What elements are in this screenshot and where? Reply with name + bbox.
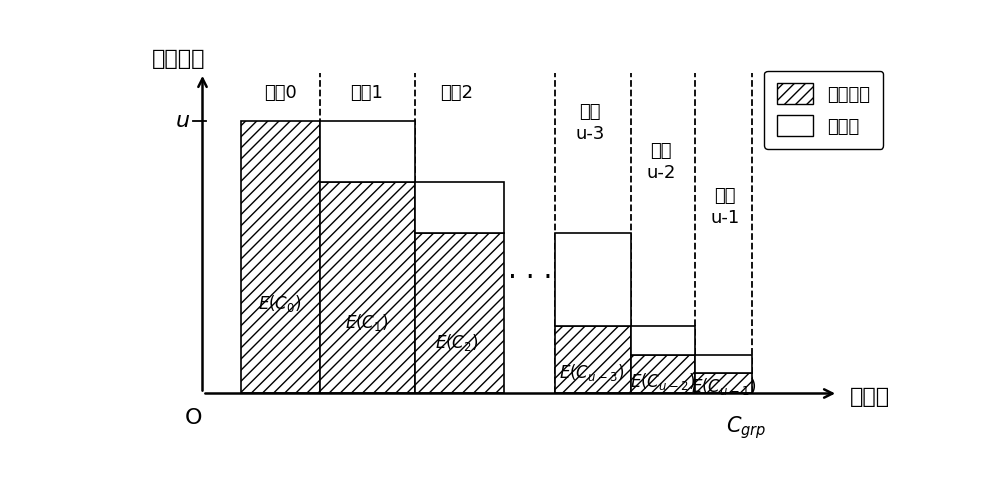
Text: $E(C_0)$: $E(C_0)$ bbox=[258, 293, 302, 314]
Bar bbox=[555, 326, 631, 393]
Text: O: O bbox=[184, 408, 202, 428]
Text: 阶段2: 阶段2 bbox=[440, 84, 473, 102]
Text: $E(C_2)$: $E(C_2)$ bbox=[435, 332, 478, 353]
Text: 阶段1: 阶段1 bbox=[350, 84, 383, 102]
Text: $E(C_{u-1})$: $E(C_{u-1})$ bbox=[691, 376, 756, 397]
Legend: 碰撞信道, 空信道: 碰撞信道, 空信道 bbox=[764, 71, 883, 149]
Bar bbox=[555, 233, 631, 326]
Text: $E(C_{u-3})$: $E(C_{u-3})$ bbox=[559, 362, 625, 383]
Text: $u$: $u$ bbox=[175, 111, 190, 131]
Text: 信道数: 信道数 bbox=[850, 387, 890, 407]
Text: 阶段
u-1: 阶段 u-1 bbox=[710, 187, 740, 227]
Text: 阶段
u-2: 阶段 u-2 bbox=[647, 142, 676, 182]
Text: $E(C_{u-2})$: $E(C_{u-2})$ bbox=[630, 371, 695, 392]
Text: · · ·: · · · bbox=[508, 264, 552, 292]
Text: $C_{grp}$: $C_{grp}$ bbox=[726, 414, 766, 441]
Bar bbox=[695, 355, 752, 373]
Text: $E(C_1)$: $E(C_1)$ bbox=[345, 313, 388, 333]
Text: 阶段0: 阶段0 bbox=[264, 84, 296, 102]
Text: 阶段
u-3: 阶段 u-3 bbox=[575, 103, 605, 143]
Bar bbox=[631, 355, 695, 393]
Bar bbox=[695, 373, 752, 393]
Bar bbox=[631, 326, 695, 355]
Text: 活动用户: 活动用户 bbox=[152, 49, 206, 69]
